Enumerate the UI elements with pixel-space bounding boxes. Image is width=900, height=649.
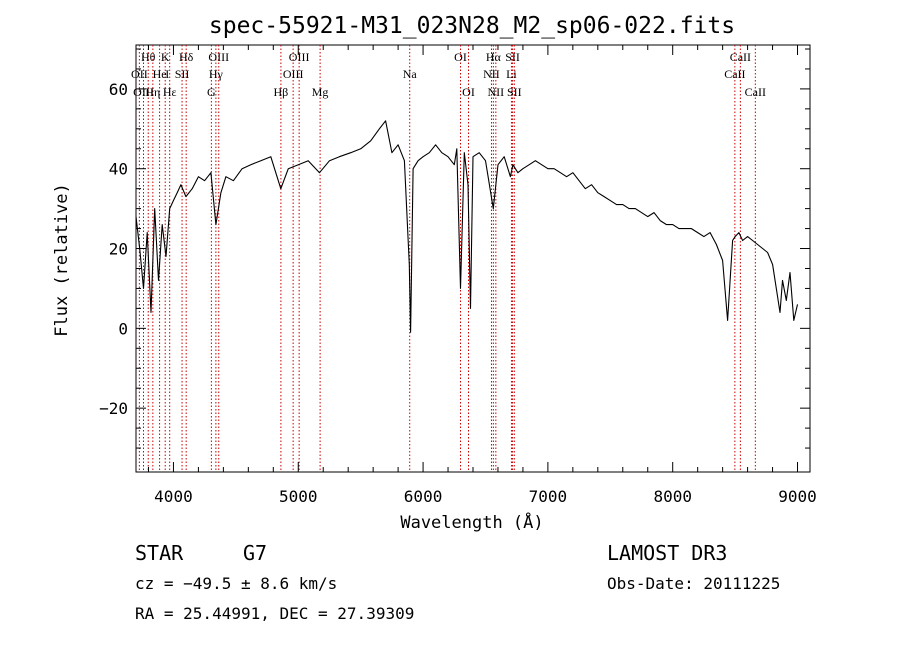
y-tick-label: −20 [99,399,128,418]
line-label: I [165,67,169,81]
line-label: Hβ [274,85,289,99]
line-label: OIII [208,50,229,64]
line-label: Hα [486,50,502,64]
line-label: OI [454,50,467,64]
object-class: STAR [135,541,184,565]
line-label: Na [403,67,418,81]
x-axis-label: Wavelength (Å) [400,511,543,533]
y-tick-label: 60 [109,80,128,99]
object-subclass: G7 [243,541,267,565]
line-label: CaII [745,85,766,99]
spectral-line-markers [138,45,756,472]
line-label: SII [175,67,190,81]
line-label: NII [483,67,500,81]
x-axis-ticks: 4000 5000 6000 7000 8000 9000 [147,45,817,506]
spectrum-series [135,120,799,333]
line-label: Mg [312,85,329,99]
line-label: SII [505,50,520,64]
spectrum-line [135,120,799,333]
line-label: OIII [289,50,310,64]
line-label: Hε [163,85,177,99]
coordinates: RA = 25.44991, DEC = 27.39309 [135,604,414,623]
y-tick-label: 0 [118,319,128,338]
survey-name: LAMOST DR3 [607,541,727,565]
y-axis-label: Flux (relative) [52,183,72,337]
line-label: Hθ [141,50,156,64]
plot-frame [135,44,811,473]
line-label: OI [462,85,475,99]
line-label: G [207,85,216,99]
y-tick-label: 20 [109,240,128,259]
line-label: Hη [145,85,160,99]
obs-date: Obs-Date: 20111225 [607,574,780,593]
x-tick-label: 8000 [653,487,692,506]
x-tick-label: 9000 [778,487,817,506]
x-tick-label: 6000 [404,487,443,506]
line-label: Hγ [209,67,224,81]
y-axis-ticks: −20 0 20 40 60 [99,48,810,449]
line-label: CaII [724,67,745,81]
line-label: OII [131,67,148,81]
line-label: OIII [283,67,304,81]
x-tick-label: 4000 [154,487,193,506]
line-label: Hδ [179,50,194,64]
line-label: He [153,67,167,81]
x-tick-label: 5000 [279,487,318,506]
y-tick-label: 40 [109,160,128,179]
redshift-readout: cz = −49.5 ± 8.6 km/s [135,574,337,593]
line-label: Li [506,67,517,81]
chart-title: spec-55921-M31_023N28_M2_sp06-022.fits [209,13,735,39]
x-tick-label: 7000 [529,487,568,506]
line-label: NII [488,85,505,99]
line-label: CaII [730,50,751,64]
line-label: SII [507,85,522,99]
line-label: K [161,50,170,64]
